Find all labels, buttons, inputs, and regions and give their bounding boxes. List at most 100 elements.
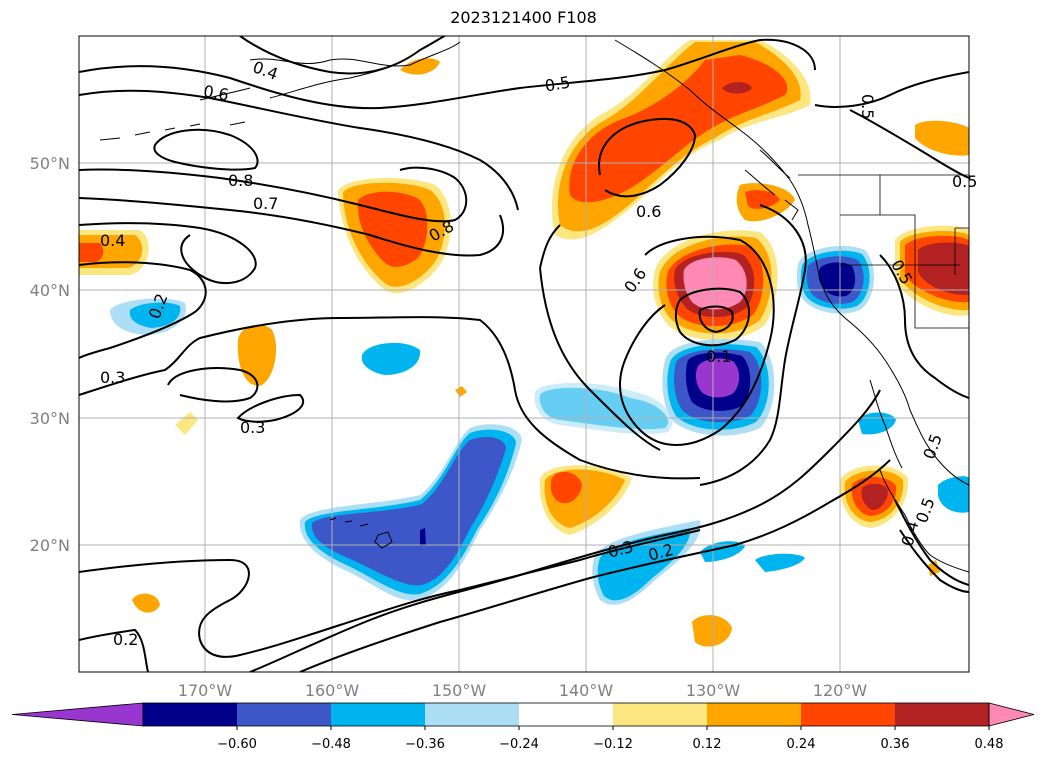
- positive-anomaly-small-7: [400, 58, 440, 75]
- contour-label: 0.4: [100, 231, 125, 250]
- positive-anomaly-small-5: [692, 615, 732, 647]
- negative-anomaly-south-2: [700, 541, 745, 562]
- contour-label: 0.5: [543, 72, 571, 95]
- aleutian-islands: [99, 121, 246, 141]
- baja-coast: [869, 379, 903, 469]
- contour-z: [894, 499, 969, 586]
- contour-f: [79, 197, 505, 257]
- positive-anomaly-coast-north-core: [745, 190, 780, 209]
- negative-anomaly-south-3: [755, 553, 805, 572]
- contour-d: [153, 128, 259, 171]
- colorbar-tick-label: 0.48: [975, 737, 1004, 752]
- positive-anomaly-small-2: [175, 412, 198, 435]
- contour-label: 0.6: [636, 202, 661, 221]
- contour-label: 0.5: [858, 94, 877, 119]
- contour-label: 0.3: [100, 368, 125, 387]
- colorbar-tick-label: −0.12: [593, 737, 633, 752]
- contour-label: 0.2: [113, 630, 138, 649]
- lon-label-140w: 140°W: [559, 681, 614, 700]
- contour-label: 0.5: [912, 495, 939, 525]
- positive-anomaly-ne-corner: [915, 120, 969, 156]
- contour-n: [619, 235, 775, 446]
- latitude-labels: 50°N 40°N 30°N 20°N: [30, 154, 70, 555]
- lon-label-160w: 160°W: [305, 681, 360, 700]
- contour-label: 0.4: [250, 57, 280, 84]
- positive-anomaly-south-core: [550, 471, 582, 504]
- lat-label-30n: 30°N: [30, 409, 70, 428]
- contour-q: [699, 204, 807, 486]
- colorbar-segment: [143, 703, 238, 726]
- contour-m: [598, 117, 697, 198]
- colorbar-segment: [707, 703, 802, 726]
- alaska-coast: [199, 39, 969, 486]
- contour-label: 0.1: [706, 347, 731, 366]
- contour-j: [167, 367, 259, 403]
- negative-anomaly-east-small: [858, 412, 896, 435]
- positive-anomaly-gulf-alaska-peak: [722, 82, 752, 94]
- colorbar-tick-label: −0.60: [217, 737, 257, 752]
- hawaii-islands: [329, 517, 393, 549]
- positive-anomaly-central-peak: [683, 257, 747, 310]
- negative-anomaly-small-2-blue: [129, 302, 181, 328]
- colorbar-segment: [425, 703, 520, 726]
- map-title: 2023121400 F108: [450, 8, 597, 27]
- us-states-lines: [840, 175, 969, 329]
- colorbar-tick-label: −0.36: [405, 737, 445, 752]
- lat-label-40n: 40°N: [30, 281, 70, 300]
- colorbar-segment: [331, 703, 426, 726]
- contour-c: [79, 89, 519, 211]
- lat-label-50n: 50°N: [30, 154, 70, 173]
- positive-anomaly-small-3: [132, 593, 160, 613]
- colorbar-frame: [142, 702, 990, 727]
- lon-label-130w: 130°W: [686, 681, 741, 700]
- colorbar-labels: −0.60 −0.48 −0.36 −0.24 −0.12 0.12 0.24 0.36 0.4…: [217, 726, 1004, 752]
- contour-label: 0.5: [919, 431, 946, 461]
- colorbar-tick-label: 0.12: [693, 737, 722, 752]
- contour-r: [79, 529, 701, 658]
- contour-s: [79, 628, 149, 672]
- contour-label: 0.5: [952, 172, 977, 191]
- negative-anomaly-east-coast: [938, 476, 969, 513]
- borders: [798, 174, 969, 329]
- contour-l: [539, 224, 661, 451]
- colorbar-tick-label: 0.36: [881, 737, 910, 752]
- negative-anomaly-small-1: [361, 342, 421, 375]
- negative-anomaly-hawaii-dark: [420, 528, 426, 546]
- lon-label-170w: 170°W: [178, 681, 233, 700]
- colorbar-tick-label: −0.24: [499, 737, 539, 752]
- positive-anomaly-far-west-core: [79, 243, 104, 262]
- map-frame: [78, 35, 970, 673]
- lat-label-20n: 20°N: [30, 536, 70, 555]
- colorbar-extend-max: [988, 702, 1035, 727]
- colorbar-extend-min: [11, 702, 144, 727]
- colorbar-tick-label: 0.24: [787, 737, 816, 752]
- positive-anomaly-small-1: [237, 324, 277, 386]
- contour-label: 0.6: [620, 264, 650, 296]
- contour-label: 0.3: [240, 418, 265, 437]
- negative-anomaly-central-peak: [695, 358, 740, 398]
- colorbar-tick-label: −0.48: [311, 737, 351, 752]
- negative-anomaly-california-dark: [818, 262, 856, 297]
- contour-label: 0.7: [253, 194, 278, 213]
- colorbar: [11, 702, 1035, 727]
- contour-p: [698, 305, 734, 334]
- colorbar-segment: [237, 703, 332, 726]
- contour-label: 0.6: [202, 81, 230, 104]
- contour-x: [879, 254, 969, 399]
- contour-o: [674, 287, 750, 347]
- contour-k: [236, 393, 305, 423]
- lon-label-150w: 150°W: [432, 681, 487, 700]
- coastlines: [99, 39, 969, 573]
- contour-w: [849, 109, 969, 179]
- colorbar-segment: [895, 703, 990, 726]
- colorbar-segment: [613, 703, 708, 726]
- lon-label-120w: 120°W: [813, 681, 868, 700]
- contour-label: 0.8: [228, 171, 253, 190]
- contour-a: [79, 38, 816, 110]
- mexico-coast: [879, 469, 969, 573]
- positive-anomaly-small-4: [455, 386, 467, 397]
- contour-h: [79, 261, 207, 359]
- contour-lines: [79, 36, 969, 672]
- contour-v: [814, 71, 969, 108]
